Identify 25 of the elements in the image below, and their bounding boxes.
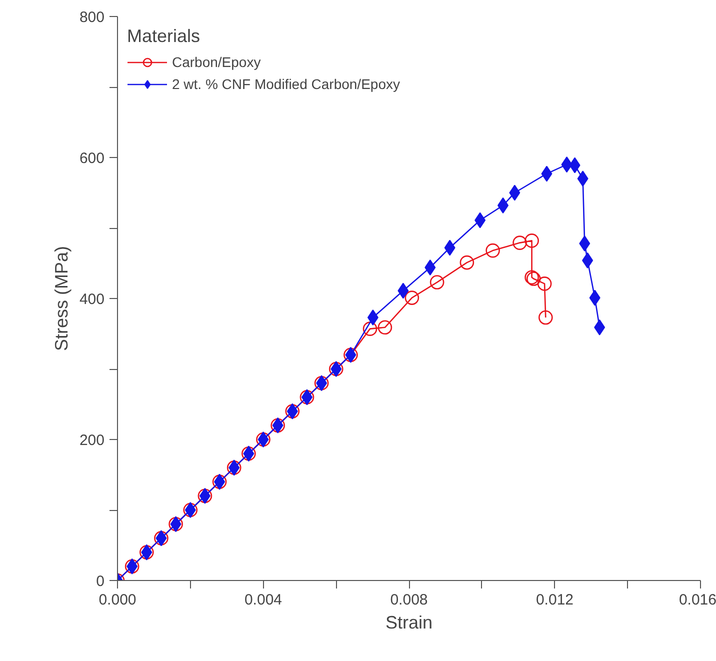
y-tick-label: 600 [79,150,105,167]
point [486,243,500,258]
point [512,236,527,250]
x-tick-label: 0.016 [678,592,716,608]
point [537,276,552,291]
point [362,322,378,336]
y-tick-label: 400 [79,291,105,308]
x-tick-label: 0.012 [536,592,574,608]
x-tick-label: 0.000 [98,592,136,608]
x-tick-label: 0.008 [390,592,428,608]
x-tick-label: 0.004 [244,592,282,608]
y-tick-label: 0 [96,573,104,590]
legend-label: 2 wt. % CNF Modified Carbon/Epoxy [172,76,400,92]
point [378,320,392,335]
point [460,255,474,270]
point [538,310,553,325]
point [430,275,444,290]
legend-label: Carbon/Epoxy [172,54,261,70]
point [404,290,420,305]
point [524,234,539,248]
y-tick-label: 800 [79,9,105,26]
legend-title: Materials [127,26,202,47]
x-axis-title: Strain [385,612,433,632]
y-tick-label: 200 [79,432,105,449]
y-axis-title: Stress (MPa) [51,246,72,352]
